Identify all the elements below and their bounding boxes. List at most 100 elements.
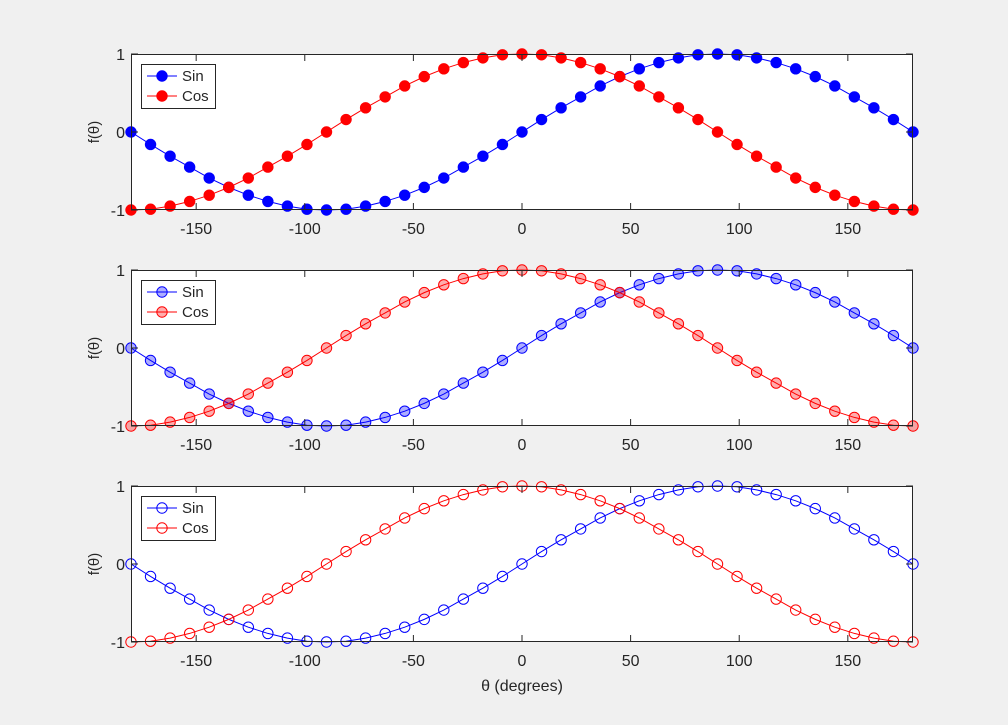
series-cos-marker <box>359 534 372 546</box>
series-cos-marker <box>770 377 782 389</box>
series-cos-marker <box>692 545 704 558</box>
subplot-1: -150 -100 -50 0 50 100 150 -1 0 1 f(θ) Sin Cos <box>86 47 919 238</box>
series-sin-marker <box>281 200 294 212</box>
series-cos-marker <box>203 621 215 633</box>
series-cos-marker <box>242 172 255 184</box>
series-cos-marker <box>790 604 802 616</box>
series-sin-marker <box>887 545 900 558</box>
x-tick-label: -100 <box>289 221 321 238</box>
series-cos-marker <box>183 411 196 424</box>
series-cos-marker <box>672 534 685 546</box>
series-sin-marker <box>790 495 802 507</box>
series-sin-marker <box>496 138 509 151</box>
series-cos-marker <box>320 558 333 570</box>
legend-cos-label: Cos <box>182 304 209 321</box>
series-sin-marker <box>262 195 274 208</box>
series-cos-marker <box>164 416 176 428</box>
series-sin-marker <box>594 296 606 308</box>
series-sin-marker <box>868 534 880 546</box>
series-sin-marker <box>770 56 782 69</box>
series-cos-marker <box>829 405 841 417</box>
legend-box <box>141 280 216 325</box>
series-cos-marker <box>594 279 606 291</box>
series-sin-marker <box>829 512 841 524</box>
series-sin-marker <box>359 632 372 644</box>
series-cos-marker <box>418 70 430 83</box>
series-sin-marker <box>496 354 509 367</box>
series-sin-marker <box>477 366 489 378</box>
y-tick-label: 0 <box>116 341 125 358</box>
series-sin-marker <box>848 307 861 319</box>
series-cos-marker <box>320 126 333 138</box>
x-tick-label: -50 <box>402 221 425 238</box>
y-axis-label: f(θ) <box>86 121 103 144</box>
series-sin-marker <box>594 512 606 524</box>
series-cos-marker <box>164 632 176 644</box>
y-axis-label: f(θ) <box>86 337 103 360</box>
series-sin-marker <box>438 604 450 616</box>
series-sin-marker <box>770 272 782 285</box>
legend-cos-marker <box>156 522 168 534</box>
legend: Sin Cos <box>141 64 216 109</box>
series-sin-marker <box>574 523 587 535</box>
series-cos-marker <box>399 80 411 92</box>
series-sin-marker <box>281 632 294 644</box>
series-cos-marker <box>223 397 235 410</box>
y-tick-label: 0 <box>116 125 125 142</box>
series-cos-marker <box>750 582 763 594</box>
series-sin-marker <box>399 621 411 633</box>
series-cos-marker <box>653 91 665 103</box>
series-sin-marker <box>379 411 391 424</box>
data-layer <box>125 48 919 216</box>
series-cos-marker <box>301 138 313 151</box>
x-tick-label: 100 <box>726 437 753 454</box>
series-cos-marker <box>653 307 665 319</box>
legend-sin-label: Sin <box>182 68 204 85</box>
series-sin-marker <box>653 56 665 69</box>
series-cos-marker <box>183 195 196 208</box>
series-cos-marker <box>320 342 333 354</box>
series-cos-marker <box>672 318 685 330</box>
legend-cos-label: Cos <box>182 520 209 537</box>
series-cos-marker <box>418 286 430 299</box>
x-tick-label: 150 <box>834 653 861 670</box>
series-sin-marker <box>809 502 821 515</box>
series-sin-marker <box>809 70 821 83</box>
series-sin-marker <box>496 570 509 583</box>
y-tick-label: 1 <box>116 479 125 496</box>
series-cos-marker <box>262 593 274 605</box>
series-cos-marker <box>340 545 352 558</box>
series-cos-marker <box>438 495 450 507</box>
x-tick-label: 100 <box>726 653 753 670</box>
series-cos-marker <box>594 495 606 507</box>
series-sin-marker <box>750 52 763 64</box>
series-sin-marker <box>418 181 430 194</box>
series-sin-marker <box>829 80 841 92</box>
series-sin-marker <box>653 272 665 285</box>
series-cos-marker <box>653 523 665 535</box>
series-sin-marker <box>164 150 176 162</box>
series-cos-marker <box>848 627 861 640</box>
series-cos-marker <box>868 632 880 644</box>
series-sin-marker <box>183 377 196 389</box>
legend-sin-marker <box>156 286 168 298</box>
series-sin-marker <box>672 484 685 496</box>
series-cos-marker <box>223 181 235 194</box>
series-sin-marker <box>457 377 470 389</box>
y-tick-label: 0 <box>116 557 125 574</box>
x-axis-label: θ (degrees) <box>481 678 563 695</box>
series-cos-marker <box>672 102 685 114</box>
series-cos-marker <box>594 63 606 75</box>
series-sin-marker <box>438 388 450 400</box>
legend-cos-label: Cos <box>182 88 209 105</box>
series-sin-marker <box>359 200 372 212</box>
x-tick-label: -150 <box>180 221 212 238</box>
series-sin-marker <box>574 307 587 319</box>
series-cos-marker <box>770 161 782 173</box>
series-cos-marker <box>359 318 372 330</box>
series-cos-marker <box>477 52 489 64</box>
series-sin-marker <box>164 582 176 594</box>
series-cos-marker <box>418 502 430 515</box>
series-cos-marker <box>183 627 196 640</box>
series-cos-marker <box>457 272 470 285</box>
